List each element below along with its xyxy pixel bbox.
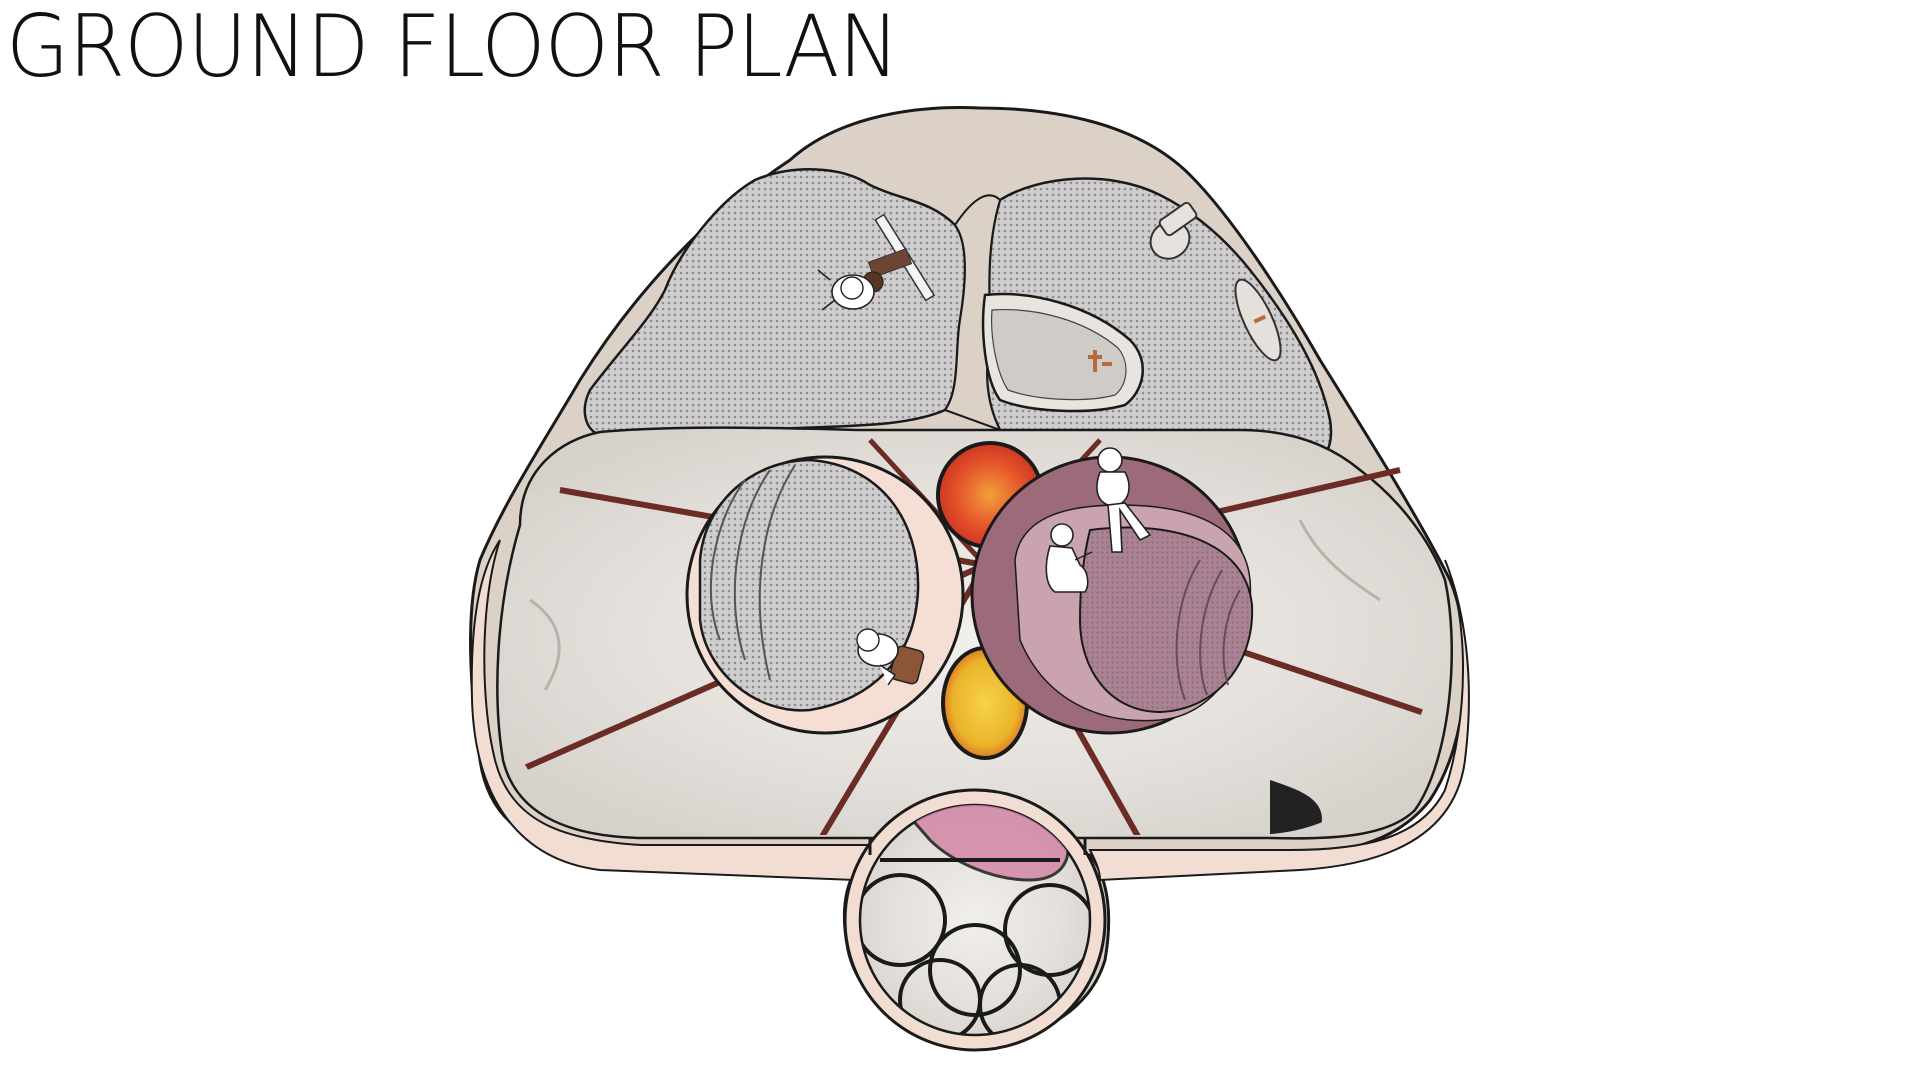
sink-icon [1234, 278, 1282, 362]
upper-left-room [583, 168, 967, 437]
bathtub-icon [981, 292, 1144, 413]
mauve-platform [970, 455, 1254, 735]
person-with-chair-icon [817, 213, 936, 311]
page-title: GROUND FLOOR PLAN [6, 0, 900, 97]
toilet-icon [1149, 201, 1198, 260]
peach-platform [685, 455, 965, 735]
seated-person-icon [1045, 523, 1093, 593]
standing-person-icon [1096, 447, 1152, 553]
entrance-opening [868, 838, 1087, 855]
person-with-armchair-icon [856, 628, 925, 686]
bottom-alcove [843, 788, 1107, 1052]
